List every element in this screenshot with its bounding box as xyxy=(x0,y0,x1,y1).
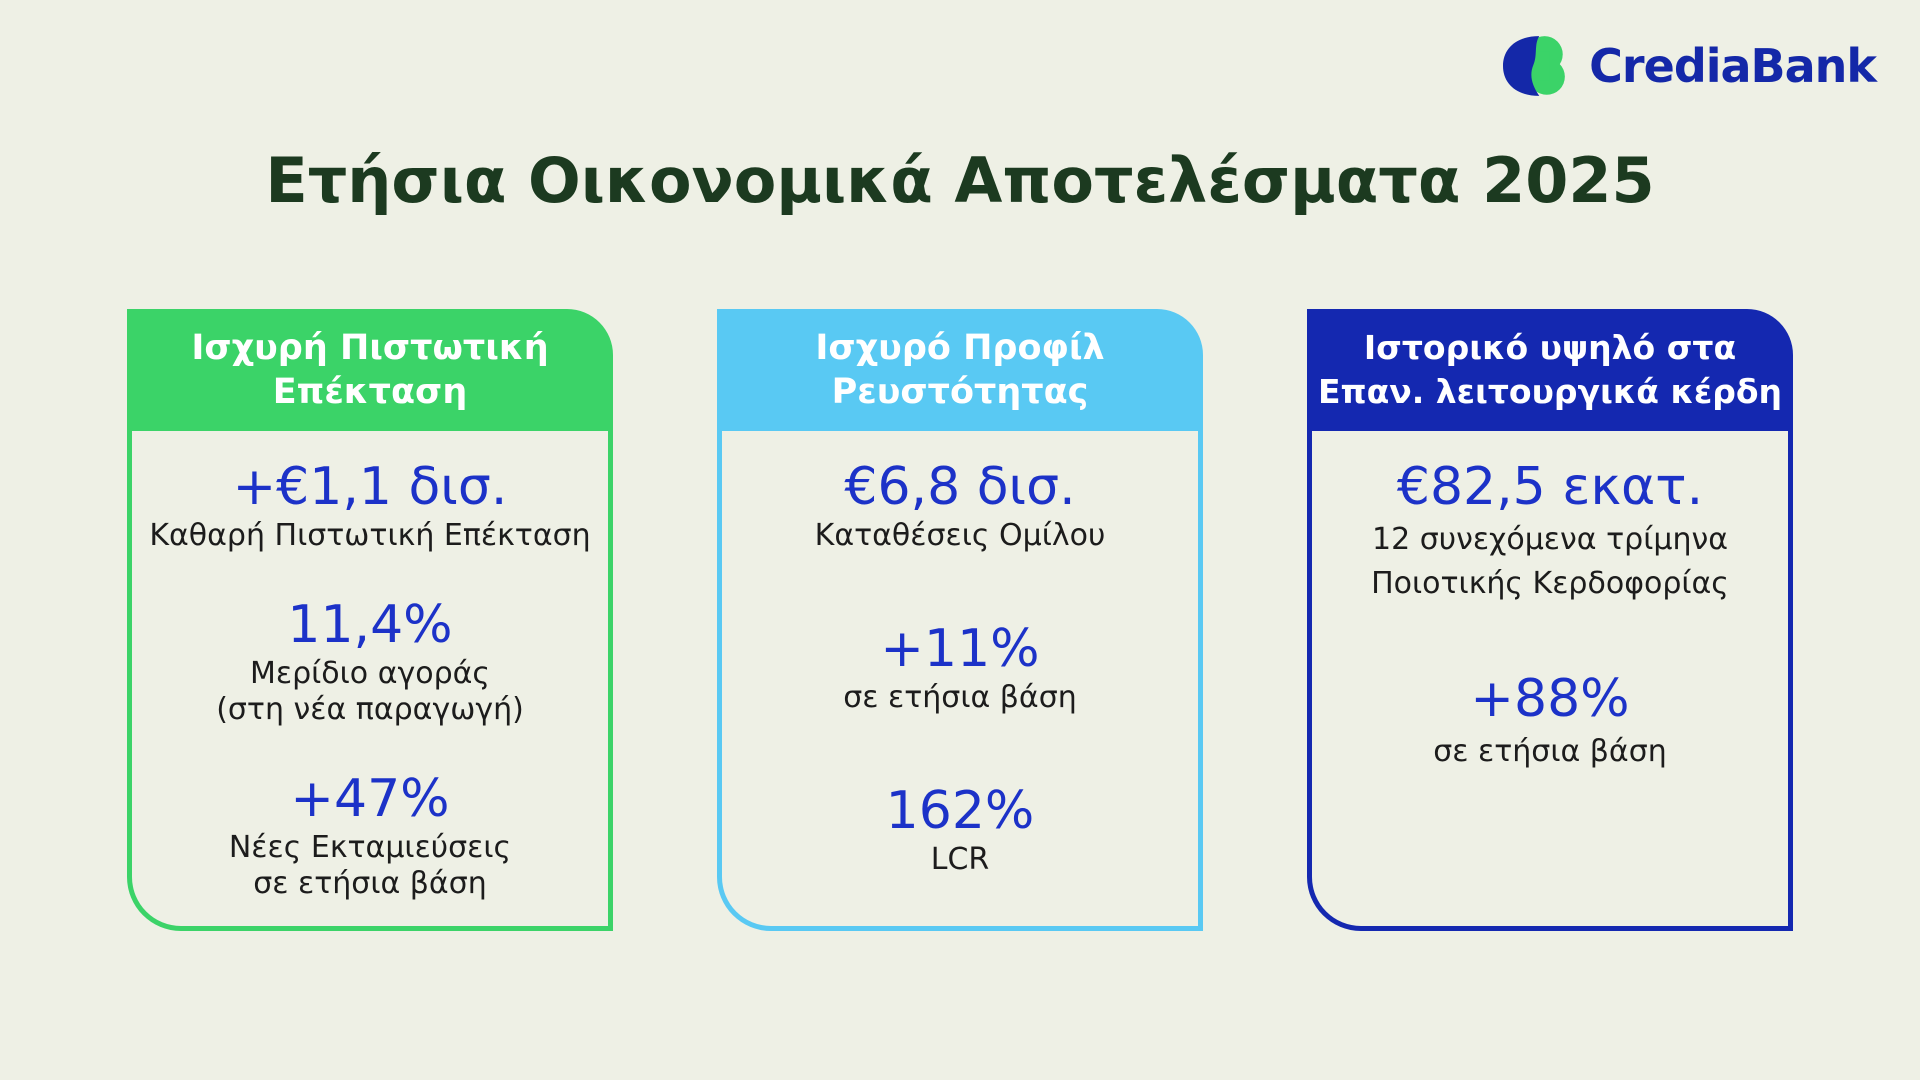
stat-value: +€1,1 δισ. xyxy=(232,457,508,517)
stat-net-credit-expansion: +€1,1 δισ. Καθαρή Πιστωτική Επέκταση xyxy=(132,456,608,554)
card-body: €82,5 εκατ. 12 συνεχόμενα τρίμηνα Ποιοτι… xyxy=(1307,431,1793,931)
stat-profit-yoy: +88% σε ετήσια βάση xyxy=(1312,668,1788,774)
stat-deposits-yoy: +11% σε ετήσια βάση xyxy=(722,618,1198,716)
stat-label: σε ετήσια βάση xyxy=(1433,734,1667,769)
stat-value: +88% xyxy=(1470,669,1630,729)
card-recurring-operating-profit: Ιστορικό υψηλό στα Επαν. λειτουργικά κέρ… xyxy=(1307,309,1793,931)
stat-label: Καταθέσεις Ομίλου xyxy=(814,518,1106,553)
stat-label: Ποιοτικής Κερδοφορίας xyxy=(1371,566,1729,601)
stat-label: 12 συνεχόμενα τρίμηνα xyxy=(1371,522,1728,557)
stat-cards-row: Ισχυρή Πιστωτική Επέκταση +€1,1 δισ. Καθ… xyxy=(127,309,1793,931)
stat-value: 11,4% xyxy=(287,595,453,655)
card-header: Ισχυρό Προφίλ Ρευστότητας xyxy=(717,309,1203,431)
stat-new-disbursements: +47% Νέες Εκταμιεύσεις σε ετήσια βάση xyxy=(132,768,608,902)
stat-label: Καθαρή Πιστωτική Επέκταση xyxy=(149,518,591,553)
crediabank-mark-icon xyxy=(1503,36,1566,96)
card-title-line: Επαν. λειτουργικά κέρδη xyxy=(1317,372,1783,411)
card-body: +€1,1 δισ. Καθαρή Πιστωτική Επέκταση 11,… xyxy=(127,431,613,931)
stat-label: Νέες Εκταμιεύσεις xyxy=(228,830,512,865)
stat-label: Μερίδιο αγοράς xyxy=(250,656,490,691)
stat-value: 162% xyxy=(885,781,1035,841)
stat-label: σε ετήσια βάση xyxy=(253,866,487,901)
card-title-line: Ισχυρό Προφίλ xyxy=(815,328,1105,368)
stat-value: €82,5 εκατ. xyxy=(1396,457,1704,517)
crediabank-logo: CrediaBank xyxy=(1503,36,1877,96)
stat-value: +47% xyxy=(290,769,450,829)
card-body: €6,8 δισ. Καταθέσεις Ομίλου +11% σε ετήσ… xyxy=(717,431,1203,931)
stat-market-share: 11,4% Μερίδιο αγοράς (στη νέα παραγωγή) xyxy=(132,594,608,728)
card-title-line: Ισχυρή Πιστωτική xyxy=(191,328,549,368)
stat-group-deposits: €6,8 δισ. Καταθέσεις Ομίλου xyxy=(722,456,1198,554)
card-credit-expansion: Ισχυρή Πιστωτική Επέκταση +€1,1 δισ. Καθ… xyxy=(127,309,613,931)
logo-wordmark: CrediaBank xyxy=(1589,39,1877,93)
card-liquidity-profile: Ισχυρό Προφίλ Ρευστότητας €6,8 δισ. Κατα… xyxy=(717,309,1203,931)
card-header: Ισχυρή Πιστωτική Επέκταση xyxy=(127,309,613,431)
card-title-line: Ιστορικό υψηλό στα xyxy=(1363,328,1737,367)
stat-label: σε ετήσια βάση xyxy=(843,680,1077,715)
stat-lcr: 162% LCR xyxy=(722,780,1198,878)
page-title: Ετήσια Οικονομικά Αποτελέσματα 2025 xyxy=(265,144,1655,217)
stat-label: LCR xyxy=(930,842,990,877)
card-title-line: Επέκταση xyxy=(272,372,468,412)
stat-value: €6,8 δισ. xyxy=(844,457,1076,517)
stat-operating-profit: €82,5 εκατ. 12 συνεχόμενα τρίμηνα Ποιοτι… xyxy=(1312,456,1788,606)
stat-label: (στη νέα παραγωγή) xyxy=(216,692,524,727)
card-title-line: Ρευστότητας xyxy=(831,372,1089,412)
stat-value: +11% xyxy=(880,619,1040,679)
card-header: Ιστορικό υψηλό στα Επαν. λειτουργικά κέρ… xyxy=(1307,309,1793,431)
